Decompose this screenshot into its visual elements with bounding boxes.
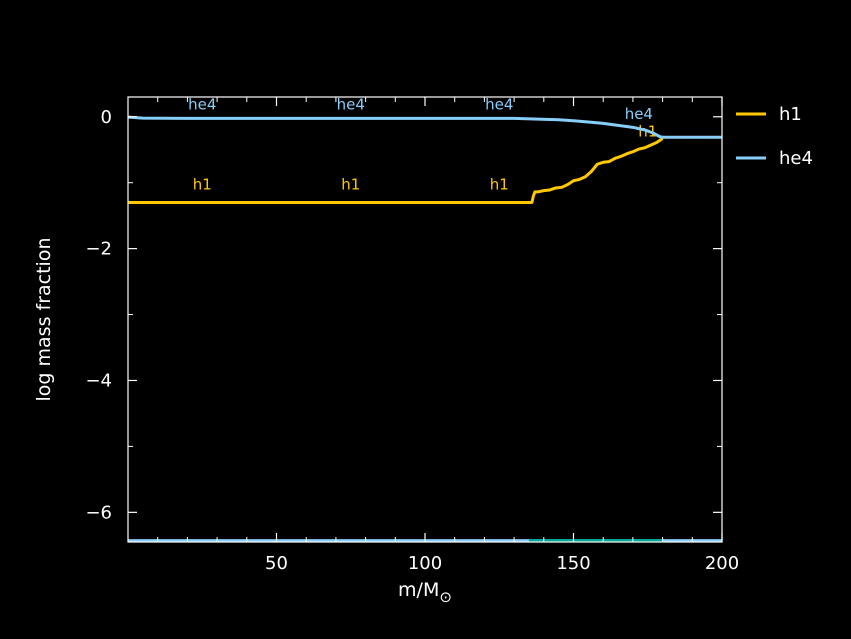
- legend-label-h1: h1: [779, 104, 802, 125]
- legend-label-he4: he4: [779, 148, 813, 169]
- plot-frame: [127, 96, 723, 543]
- y-axis-label: log mass fraction: [33, 238, 55, 402]
- x-tick-label: 150: [556, 553, 590, 574]
- series-line-he4: [127, 115, 722, 139]
- y-tick-label: 0: [101, 107, 112, 128]
- series-line-h1: [128, 137, 664, 204]
- x-tick-label: 100: [408, 553, 442, 574]
- ticks: [128, 97, 723, 542]
- inline-label-h1-0: h1: [193, 175, 212, 193]
- inline-label-h1-2: h1: [490, 175, 509, 193]
- inline-label-h1-1: h1: [341, 175, 360, 193]
- inline-label-he4-1: he4: [337, 96, 365, 114]
- inline-label-he4-3: he4: [625, 105, 653, 123]
- x-axis-label-subscript: ⊙: [439, 588, 452, 606]
- legend: h1 he4: [736, 104, 813, 169]
- x-axis-label-text: m/M: [398, 579, 439, 601]
- y-tick-label: −4: [85, 370, 112, 391]
- tick-labels: 50 100 150 200 0 −2 −4 −6: [85, 107, 739, 574]
- x-tick-label: 50: [265, 553, 288, 574]
- inline-label-he4-0: he4: [188, 96, 216, 114]
- y-tick-label: −6: [85, 502, 112, 523]
- x-tick-label: 200: [705, 553, 739, 574]
- y-tick-label: −2: [85, 239, 112, 260]
- x-axis-label: m/M⊙: [398, 579, 452, 606]
- inline-label-he4-2: he4: [485, 96, 513, 114]
